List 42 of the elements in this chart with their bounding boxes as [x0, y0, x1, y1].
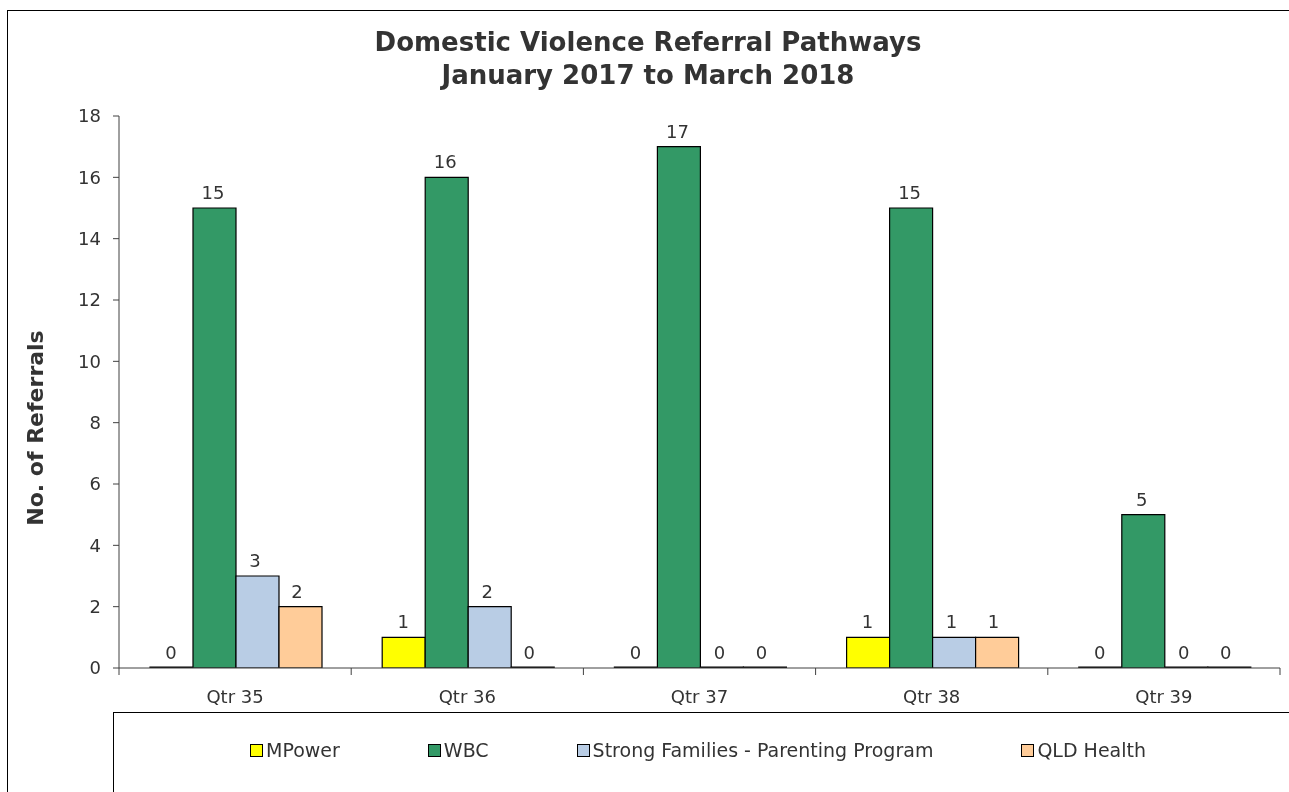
- data-label: 16: [433, 151, 457, 173]
- legend-label: MPower: [266, 739, 340, 761]
- y-axis-title: No. of Referrals: [22, 330, 48, 526]
- data-label: 0: [523, 642, 535, 663]
- data-label: 1: [945, 611, 958, 633]
- x-tick-label: Qtr 39: [1135, 686, 1193, 707]
- data-label: 15: [898, 182, 922, 203]
- data-label: 0: [713, 642, 726, 663]
- data-label: 0: [165, 642, 177, 663]
- legend-label: QLD Health: [1037, 739, 1146, 761]
- data-label: 0: [1178, 642, 1190, 663]
- data-label: 0: [1220, 642, 1232, 663]
- y-tick-label: 4: [89, 534, 101, 556]
- y-tick-label: 2: [89, 596, 101, 618]
- x-tick-label: Qtr 38: [903, 686, 961, 707]
- data-label: 0: [629, 642, 642, 663]
- data-label: 0: [755, 642, 768, 663]
- y-tick-label: 14: [78, 228, 101, 250]
- data-label: 1: [397, 611, 409, 633]
- x-tick-label: Qtr 35: [206, 686, 264, 707]
- chart-subtitle: January 2017 to March 2018: [439, 59, 856, 92]
- data-label: 5: [1136, 488, 1148, 510]
- x-tick-label: Qtr 37: [670, 686, 729, 707]
- y-tick-label: 10: [78, 350, 101, 372]
- data-label: 3: [249, 550, 261, 571]
- data-label: 2: [291, 580, 303, 602]
- chart-title: Domestic Violence Referral Pathways: [373, 26, 923, 59]
- data-label: 2: [481, 580, 493, 602]
- legend-label: WBC: [443, 739, 489, 761]
- data-label: 1: [987, 611, 1000, 633]
- y-tick-label: 12: [78, 289, 101, 311]
- y-tick-label: 16: [78, 166, 101, 188]
- y-tick-label: 8: [89, 412, 101, 434]
- data-label: 15: [201, 182, 225, 203]
- data-label: 1: [861, 611, 874, 633]
- data-label: 0: [1094, 642, 1106, 663]
- x-tick-label: Qtr 36: [438, 686, 496, 707]
- legend-label: Strong Families - Parenting Program: [592, 739, 934, 761]
- data-label: 17: [665, 120, 689, 142]
- y-tick-label: 6: [89, 473, 101, 495]
- y-tick-label: 0: [89, 657, 101, 679]
- y-tick-label: 18: [78, 105, 101, 127]
